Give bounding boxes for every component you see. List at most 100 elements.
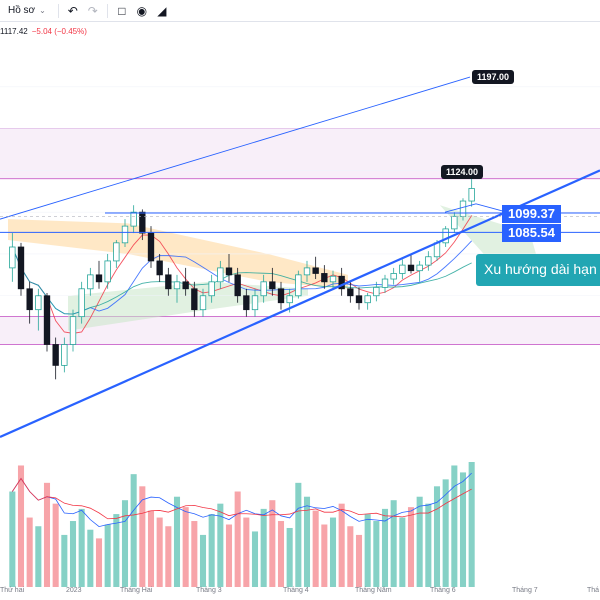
volume-bar	[156, 517, 163, 587]
volume-bar	[147, 510, 155, 587]
candle-body	[121, 225, 129, 244]
volume-bar	[295, 482, 302, 587]
volume-bar	[329, 517, 337, 587]
volume-bar	[312, 510, 319, 587]
candle-body	[78, 288, 85, 318]
candle-body	[303, 267, 311, 276]
volume-bar	[303, 496, 311, 587]
volume-bar	[165, 526, 172, 587]
volume-bar	[251, 531, 259, 587]
candle-body	[321, 273, 328, 283]
volume-bar	[425, 503, 432, 587]
x-axis-label: Thá	[587, 587, 600, 594]
x-axis-label: 2023	[66, 587, 82, 594]
volume-bar	[121, 500, 129, 587]
candle-body	[95, 274, 103, 283]
candlesticks	[9, 178, 475, 380]
candle-body	[338, 275, 345, 290]
candle-body	[35, 295, 42, 311]
volume-bar	[208, 514, 215, 587]
x-axis-label: Tháng 6	[430, 587, 456, 594]
volume-bar	[269, 500, 276, 587]
long-term-trend-callout: Xu hướng dài hạn	[476, 254, 600, 286]
profile-label: Hồ sơ	[8, 5, 36, 16]
volume-bar	[104, 524, 111, 587]
legend-value: 1117.42	[0, 27, 28, 36]
long-term-trend-line	[0, 169, 600, 439]
candle-body	[104, 260, 111, 283]
candle-body	[407, 264, 415, 272]
volume-bar	[69, 521, 77, 587]
replay-icon[interactable]: ◉	[136, 3, 148, 18]
candle-body	[468, 188, 475, 202]
candle-body	[381, 278, 389, 288]
x-axis-label: Tháng 4	[283, 587, 309, 594]
volume-bar	[139, 486, 146, 587]
candle-body	[234, 274, 241, 297]
candle-body	[329, 275, 337, 283]
volume-bar	[355, 534, 363, 587]
ichimoku-cloud	[8, 205, 540, 331]
candle-body	[373, 286, 380, 297]
toolbar-divider	[57, 3, 59, 18]
target-price-label: 1197.00	[472, 70, 515, 85]
legend-change: −5.04 (−0.45%)	[31, 27, 87, 36]
candle-body	[251, 295, 259, 311]
candle-body	[156, 260, 163, 276]
selection-icon[interactable]: □	[118, 3, 126, 18]
moving-average-line	[11, 215, 473, 334]
moving-average-line	[11, 246, 472, 315]
volume-bar	[347, 526, 354, 587]
candle-body	[9, 246, 16, 269]
candle-body	[433, 242, 441, 258]
x-axis-label: Tháng 3	[196, 587, 222, 594]
volume-bar	[87, 529, 94, 587]
candle-body	[61, 344, 68, 366]
candle-body	[26, 288, 33, 311]
volume-bar	[260, 508, 267, 587]
candle-body	[147, 232, 155, 262]
volume-bar	[225, 524, 233, 587]
volume-bar	[43, 482, 51, 587]
candle-body	[87, 274, 94, 290]
volume-bar	[416, 496, 423, 587]
undo-icon[interactable]: ↶	[67, 3, 78, 18]
cloud-bullish	[68, 281, 308, 331]
toolbar-divider	[106, 3, 108, 18]
price-chart[interactable]	[0, 22, 600, 600]
volume-bar	[217, 503, 224, 587]
volume-bar	[173, 496, 181, 587]
volume-bar	[399, 517, 406, 587]
volume-bar	[35, 526, 42, 587]
profile-dropdown[interactable]: Hồ sơ ⌄	[0, 0, 54, 22]
candle-body	[208, 281, 215, 297]
volume-bar	[442, 479, 449, 587]
candle-body	[459, 200, 467, 217]
candle-body	[113, 242, 120, 262]
volume-bar	[26, 517, 33, 587]
trend-line-tool-icon[interactable]: ◢	[157, 3, 167, 18]
candle-body	[139, 211, 146, 234]
volume-bar	[113, 514, 120, 587]
redo-icon[interactable]: ↷	[87, 3, 98, 18]
volume-bar	[182, 507, 189, 587]
x-axis-labels: Thứ hai 2023 Tháng Hai Tháng 3 Tháng 4 Tháng …	[0, 587, 600, 600]
x-axis-label: Tháng Hai	[120, 587, 153, 594]
candle-body	[191, 288, 198, 311]
volume-bar	[52, 503, 59, 587]
candle-body	[217, 267, 224, 283]
volume-bar	[277, 521, 285, 587]
candle-body	[165, 274, 172, 290]
candle-body	[295, 274, 302, 297]
volume-bar	[78, 508, 85, 587]
candle-body	[416, 264, 423, 272]
volume-bar	[243, 517, 250, 587]
candle-body	[355, 295, 363, 304]
candle-body	[243, 295, 250, 311]
volume-bar	[199, 534, 207, 587]
x-axis-label: Thứ hai	[0, 587, 25, 594]
candle-body	[225, 267, 233, 276]
candle-body	[286, 295, 293, 304]
volume-bar	[381, 508, 389, 587]
candle-body	[17, 246, 25, 290]
